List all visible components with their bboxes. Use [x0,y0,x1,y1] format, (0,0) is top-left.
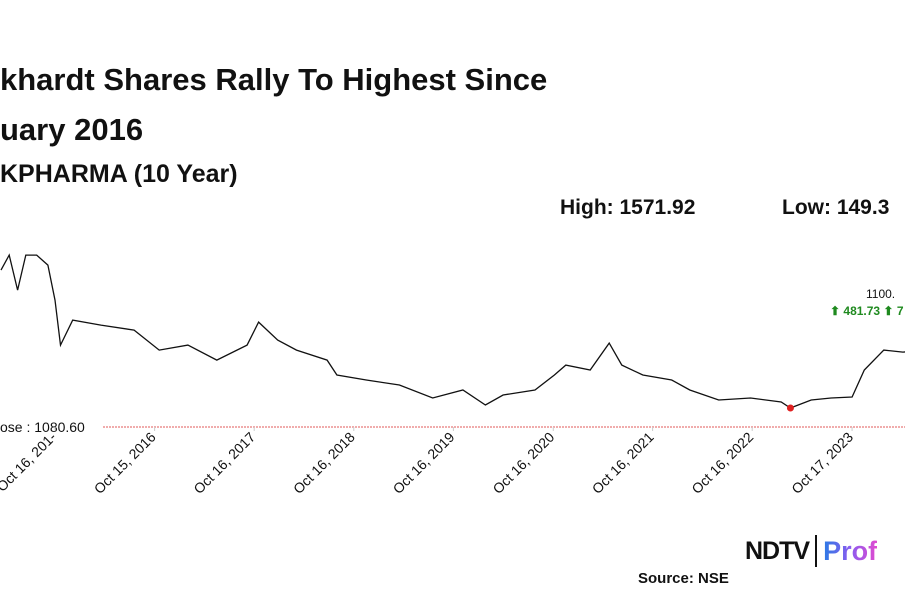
x-tick-label: Oct 16, 2018 [290,429,358,497]
high-label: High: 1571.92 [560,196,696,219]
x-tick-label: Oct 15, 2016 [91,429,159,497]
x-tick-label: Oct 17, 2023 [788,429,856,497]
low-label: Low: 149.3 [782,196,890,219]
logo-divider [815,535,818,567]
change-label: ⬆ 481.73 ⬆ 7 [830,304,904,318]
x-tick-label: Oct 16, 2017 [190,429,258,497]
x-tick-label: Oct 16, 201- [0,429,59,495]
x-tick-label: Oct 16, 2020 [489,429,557,497]
x-tick-label: Oct 16, 2019 [390,429,458,497]
chart-title-line1: khardt Shares Rally To Highest Since [0,62,548,97]
logo-profit: Prof [823,535,878,566]
x-tick-label: Oct 16, 2022 [688,429,756,497]
logo-ndtv: NDTV [745,536,810,565]
source-label: Source: NSE [638,570,729,587]
chart-title-line2: uary 2016 [0,112,144,147]
last-price-label: 1100. [866,287,895,301]
price-series-line [0,253,905,409]
low-point-marker [786,404,794,412]
x-tick-label: Oct 16, 2021 [589,429,657,497]
ndtv-profit-logo: NDTV Prof [745,535,877,567]
previous-close-label: ose : 1080.60 [0,419,85,435]
chart-subtitle: KPHARMA (10 Year) [0,160,238,188]
